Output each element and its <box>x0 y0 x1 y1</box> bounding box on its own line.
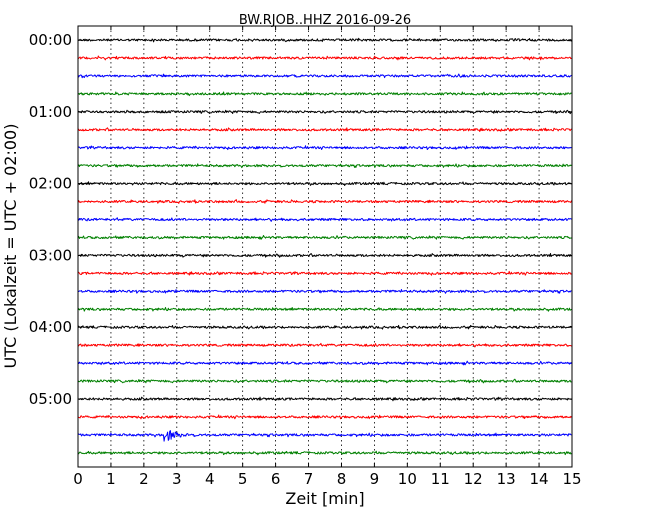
y-tick-label: 01:00 <box>29 103 72 121</box>
seismic-trace <box>77 396 572 402</box>
seismic-trace <box>77 378 572 384</box>
x-tick-label: 4 <box>205 470 215 488</box>
seismic-trace <box>77 360 572 366</box>
seismic-trace <box>77 324 572 330</box>
chart-title: BW.RJOB..HHZ 2016-09-26 <box>239 13 411 28</box>
x-tick-label: 1 <box>106 470 116 488</box>
plot-area-frame <box>77 25 573 468</box>
x-tick-label: 2 <box>139 470 149 488</box>
seismic-trace <box>77 109 572 115</box>
y-tick-label: 04:00 <box>29 318 72 336</box>
seismic-trace <box>77 450 572 456</box>
y-tick-label: 05:00 <box>29 390 72 408</box>
seismic-trace <box>77 306 572 312</box>
grid-lines <box>110 26 540 467</box>
seismic-trace <box>77 199 572 204</box>
x-tick-label: 13 <box>497 470 516 488</box>
seismic-trace <box>77 55 572 61</box>
x-tick-label: 10 <box>398 470 417 488</box>
seismic-trace <box>77 430 572 442</box>
y-tick-label: 03:00 <box>29 246 72 264</box>
x-tick-label: 5 <box>238 470 248 488</box>
x-tick-label: 14 <box>530 470 549 488</box>
seismic-trace <box>77 235 572 240</box>
x-tick-label: 8 <box>337 470 347 488</box>
seismic-trace <box>77 91 572 97</box>
seismic-traces <box>77 37 572 456</box>
x-tick-label: 12 <box>464 470 483 488</box>
seismic-trace <box>77 270 572 276</box>
seismic-trace <box>77 73 572 79</box>
axis-ticks <box>77 26 573 467</box>
x-tick-label: 11 <box>431 470 450 488</box>
x-tick-label: 15 <box>562 470 581 488</box>
y-tick-label: 02:00 <box>29 175 72 193</box>
x-tick-label: 0 <box>73 470 83 488</box>
x-tick-label: 6 <box>271 470 281 488</box>
seismic-trace <box>77 37 572 43</box>
seismic-trace <box>77 127 572 132</box>
seismic-trace <box>77 414 572 420</box>
y-tick-label: 00:00 <box>29 31 72 49</box>
seismic-trace <box>77 217 572 222</box>
x-axis-label: Zeit [min] <box>285 489 364 508</box>
x-tick-label: 3 <box>172 470 182 488</box>
seismic-trace <box>77 181 572 187</box>
x-tick-label: 7 <box>304 470 314 488</box>
seismic-trace <box>77 252 572 258</box>
y-tick-labels: 00:00 01:00 02:00 03:00 04:00 05:00 <box>29 31 72 408</box>
seismic-trace <box>77 342 572 348</box>
seismic-trace <box>77 288 572 294</box>
y-axis-label: UTC (Lokalzeit = UTC + 02:00) <box>1 124 20 369</box>
seismic-trace <box>77 145 572 151</box>
x-tick-label: 9 <box>370 470 380 488</box>
x-tick-labels: 0 1 2 3 4 5 6 7 8 9 10 11 12 13 14 15 <box>73 470 581 488</box>
seismic-trace <box>77 163 572 169</box>
